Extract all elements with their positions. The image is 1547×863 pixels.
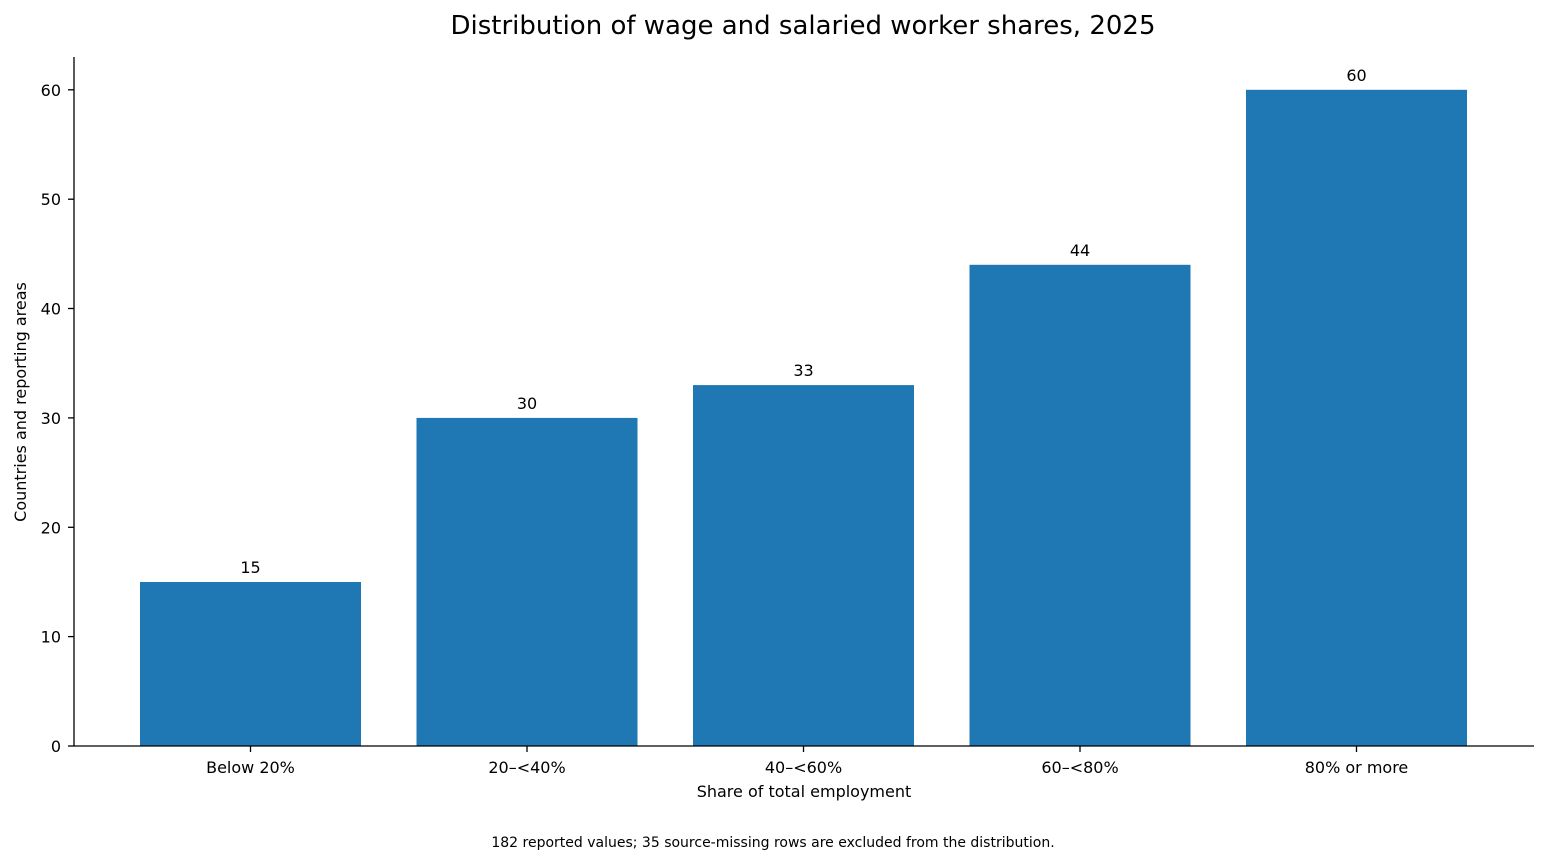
bar-value-label: 44 xyxy=(1070,241,1090,260)
y-tick-label: 40 xyxy=(41,300,61,319)
chart-title: Distribution of wage and salaried worker… xyxy=(451,11,1156,41)
bar-value-label: 30 xyxy=(517,394,537,413)
x-axis-label: Share of total employment xyxy=(697,782,912,801)
y-tick-label: 30 xyxy=(41,409,61,428)
y-tick-label: 60 xyxy=(41,81,61,100)
y-tick-label: 10 xyxy=(41,628,61,647)
bar xyxy=(1246,89,1467,747)
bar-value-label: 33 xyxy=(793,361,813,380)
bar xyxy=(140,582,361,746)
bars-layer xyxy=(140,89,1467,747)
y-tick-label: 20 xyxy=(41,518,61,537)
data-labels-layer: 15 30 33 44 60 xyxy=(240,66,1366,577)
bar-value-label: 15 xyxy=(240,558,260,577)
y-tick-label: 50 xyxy=(41,190,61,209)
bar-value-label: 60 xyxy=(1346,66,1366,85)
y-axis-ticks: 0 10 20 30 40 50 60 xyxy=(41,81,74,756)
bar xyxy=(693,385,914,746)
bar xyxy=(416,417,638,746)
x-tick-label: 80% or more xyxy=(1305,758,1409,777)
y-axis-label: Countries and reporting areas xyxy=(11,282,30,522)
footnote: 182 reported values; 35 source-missing r… xyxy=(491,835,1054,851)
bar xyxy=(969,264,1191,746)
x-tick-label: Below 20% xyxy=(206,758,295,777)
y-tick-label: 0 xyxy=(51,737,61,756)
x-tick-label: 40–<60% xyxy=(765,758,842,777)
x-axis-ticks: Below 20% 20–<40% 40–<60% 60–<80% 80% or mor… xyxy=(206,746,1408,777)
x-tick-label: 60–<80% xyxy=(1041,758,1118,777)
x-tick-label: 20–<40% xyxy=(488,758,565,777)
